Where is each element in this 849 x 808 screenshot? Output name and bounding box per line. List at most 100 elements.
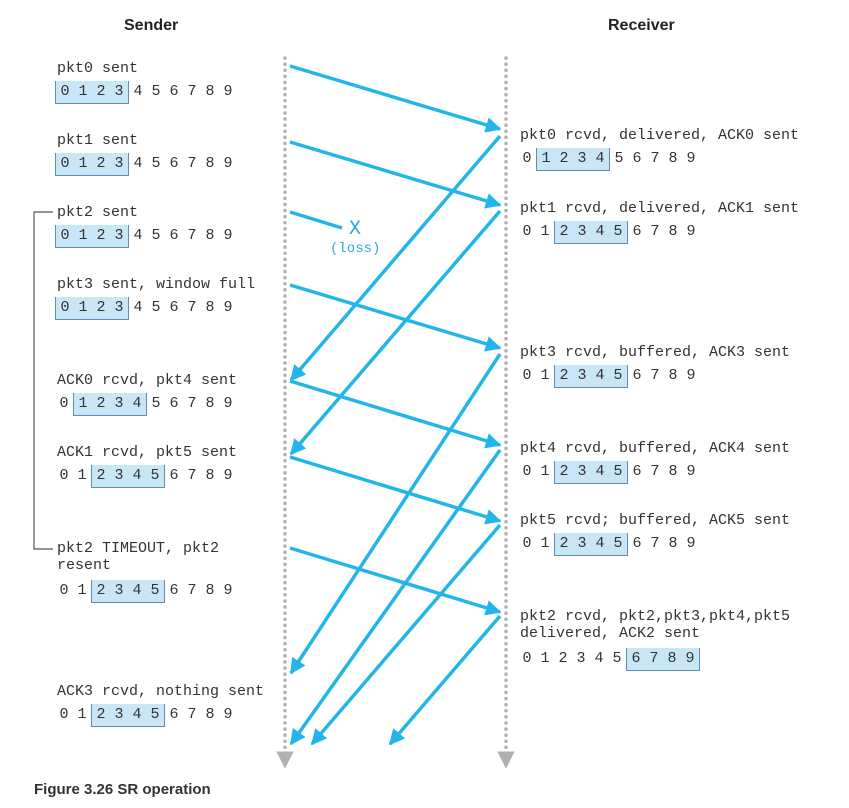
seq-number: 0 [522, 463, 532, 480]
seq-number: 1 [536, 148, 555, 171]
seq-number: 3 [110, 153, 129, 176]
seq-number: 8 [205, 155, 215, 172]
seq-number: 5 [614, 150, 624, 167]
seq-number: 8 [668, 150, 678, 167]
seq-number: 2 [91, 580, 110, 603]
seq-number: 0 [522, 150, 532, 167]
seq-number: 6 [169, 155, 179, 172]
seq-number: 7 [650, 150, 660, 167]
seq-number: 7 [187, 582, 197, 599]
seq-number: 0 [59, 706, 69, 723]
seq-number: 9 [223, 155, 233, 172]
seq-number: 0 [55, 225, 74, 248]
seq-number: 0 [522, 650, 532, 667]
receiver-event-label: pkt4 rcvd, buffered, ACK4 sent [520, 440, 791, 457]
seq-number: 4 [128, 580, 146, 603]
seq-number: 7 [187, 83, 197, 100]
seq-number: 3 [110, 225, 129, 248]
seq-number: 7 [187, 299, 197, 316]
seq-number: 6 [169, 582, 179, 599]
seq-number: 3 [573, 148, 591, 171]
seq-number: 6 [632, 463, 642, 480]
seq-number: 8 [205, 227, 215, 244]
seq-number: 6 [169, 83, 179, 100]
seq-number: 4 [591, 461, 609, 484]
ack5-arrow [310, 523, 502, 746]
seq-number: 8 [205, 83, 215, 100]
seq-number: 4 [128, 465, 146, 488]
seq-number: 2 [92, 153, 110, 176]
seq-number: 0 [59, 467, 69, 484]
seq-number: 4 [128, 704, 146, 727]
seq-number: 5 [146, 465, 165, 488]
seq-number: 8 [668, 535, 678, 552]
seq-number: 1 [74, 297, 92, 320]
seq-number: 8 [668, 223, 678, 240]
seq-number: 4 [133, 227, 143, 244]
seq-number: 8 [663, 648, 681, 671]
seq-number: 9 [681, 648, 700, 671]
sender-event-label: pkt1 sent [57, 132, 139, 149]
seq-number: 3 [573, 461, 591, 484]
seq-number: 3 [110, 81, 129, 104]
seq-number: 6 [632, 223, 642, 240]
seq-number: 9 [686, 367, 696, 384]
seq-number: 8 [668, 463, 678, 480]
sender-event-label: pkt0 sent [57, 60, 139, 77]
seq-number: 1 [540, 223, 550, 240]
seq-number: 4 [133, 299, 143, 316]
seq-number: 7 [650, 367, 660, 384]
seq-number: 1 [77, 582, 87, 599]
ack0-arrow [289, 134, 502, 382]
seq-number: 0 [55, 153, 74, 176]
seq-number: 1 [73, 393, 92, 416]
seq-number: 8 [205, 582, 215, 599]
seq-number: 5 [151, 299, 161, 316]
figure-caption: Figure 3.26 SR operation [34, 781, 211, 798]
seq-number: 4 [133, 155, 143, 172]
seq-number: 2 [558, 650, 568, 667]
ack2-arrow [388, 614, 502, 746]
seq-number: 9 [686, 150, 696, 167]
seq-number: 1 [74, 225, 92, 248]
seq-number: 7 [650, 535, 660, 552]
seq-number: 9 [686, 463, 696, 480]
seq-number: 1 [74, 81, 92, 104]
receiver-header: Receiver [608, 17, 675, 34]
seq-number: 8 [205, 395, 215, 412]
seq-number: 3 [110, 704, 128, 727]
seq-number: 5 [609, 365, 628, 388]
timeout-bracket [33, 211, 53, 550]
seq-number: 8 [205, 706, 215, 723]
seq-number: 7 [645, 648, 663, 671]
seq-number: 9 [223, 706, 233, 723]
seq-number: 0 [522, 223, 532, 240]
seq-number: 4 [128, 393, 147, 416]
seq-number: 7 [187, 155, 197, 172]
seq-number: 5 [612, 650, 622, 667]
seq-number: 5 [151, 83, 161, 100]
seq-number: 4 [591, 533, 609, 556]
seq-number: 4 [591, 148, 610, 171]
seq-number: 6 [169, 706, 179, 723]
seq-number: 9 [223, 299, 233, 316]
seq-number: 1 [77, 467, 87, 484]
seq-number: 6 [169, 395, 179, 412]
seq-number: 4 [133, 83, 143, 100]
ack1-arrow [289, 209, 502, 456]
seq-number: 3 [110, 393, 128, 416]
pkt0-arrow [289, 64, 502, 133]
seq-number: 6 [632, 367, 642, 384]
seq-number: 2 [92, 225, 110, 248]
seq-number: 7 [187, 395, 197, 412]
seq-number: 1 [540, 463, 550, 480]
sender-header: Sender [124, 17, 179, 34]
seq-number: 1 [540, 367, 550, 384]
seq-number: 0 [55, 81, 74, 104]
ack4-arrow [289, 448, 502, 746]
